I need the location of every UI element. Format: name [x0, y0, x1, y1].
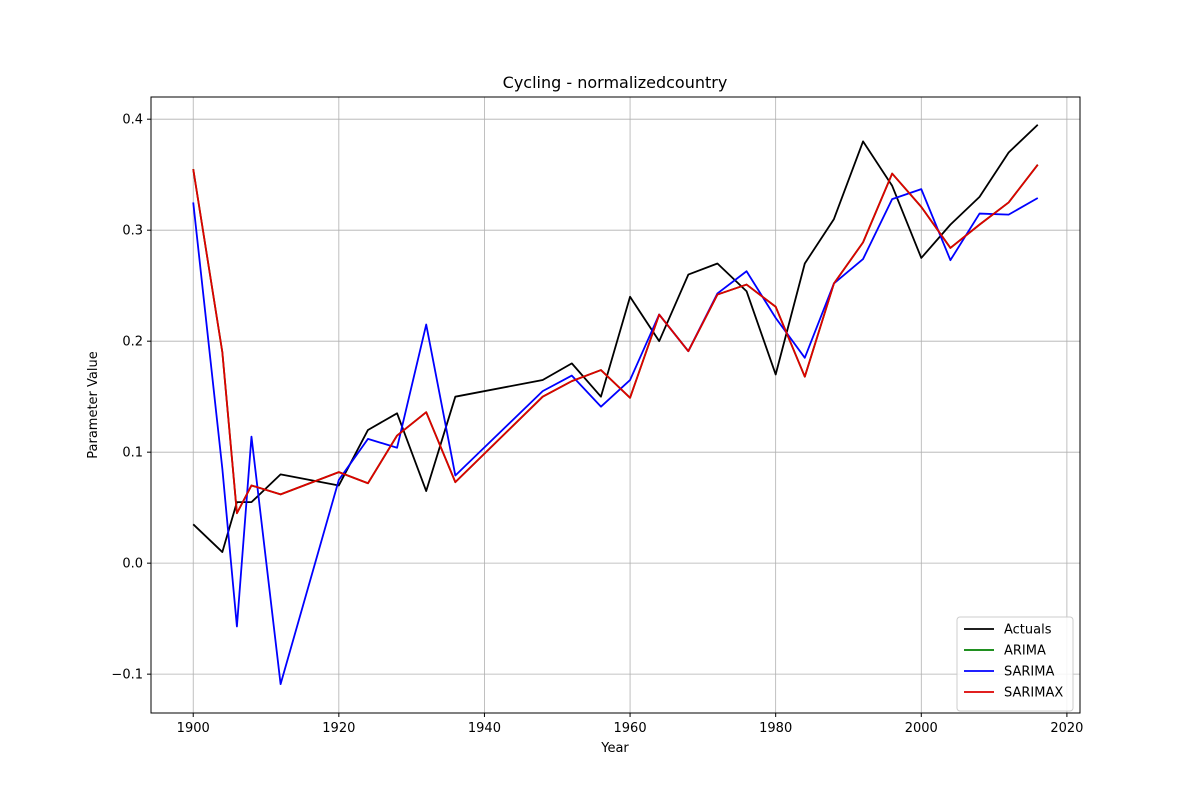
x-tick-label: 1940 [468, 721, 501, 736]
y-axis-title: Parameter Value [86, 351, 101, 458]
x-tick-label: 1960 [614, 721, 647, 736]
legend-label-arima: ARIMA [1004, 644, 1046, 659]
x-tick-label: 2020 [1050, 721, 1083, 736]
plot-frame [150, 96, 1081, 714]
y-tick-label: −0.1 [111, 668, 143, 683]
legend-label-sarimax: SARIMAX [1004, 686, 1063, 701]
legend-box [956, 616, 1074, 712]
series-line-actuals [192, 124, 1039, 553]
axes: 1900 1920 1940 1960 1980 2000 2020 −0.1 0.0 0.1 0.… [111, 113, 1083, 736]
chart-title: Cycling - normalizedcountry [503, 73, 728, 92]
grid [151, 97, 1080, 713]
series-line-sarima [192, 188, 1039, 686]
series-lines [192, 124, 1039, 686]
x-tick-label: 2000 [905, 721, 938, 736]
x-tick-label: 1980 [759, 721, 792, 736]
legend-label-sarima: SARIMA [1004, 665, 1054, 680]
y-tick-label: 0.0 [122, 557, 143, 572]
legend-label-actuals: Actuals [1004, 623, 1052, 638]
y-tick-label: 0.1 [122, 446, 143, 461]
y-tick-label: 0.2 [122, 335, 143, 350]
y-tick-label: 0.4 [122, 113, 143, 128]
x-axis-title: Year [600, 741, 629, 756]
x-tick-label: 1920 [322, 721, 355, 736]
series-line-sarimax [192, 164, 1039, 515]
x-tick-label: 1900 [177, 721, 210, 736]
y-tick-label: 0.3 [122, 224, 143, 239]
legend: Actuals ARIMA SARIMA SARIMAX [956, 616, 1074, 712]
